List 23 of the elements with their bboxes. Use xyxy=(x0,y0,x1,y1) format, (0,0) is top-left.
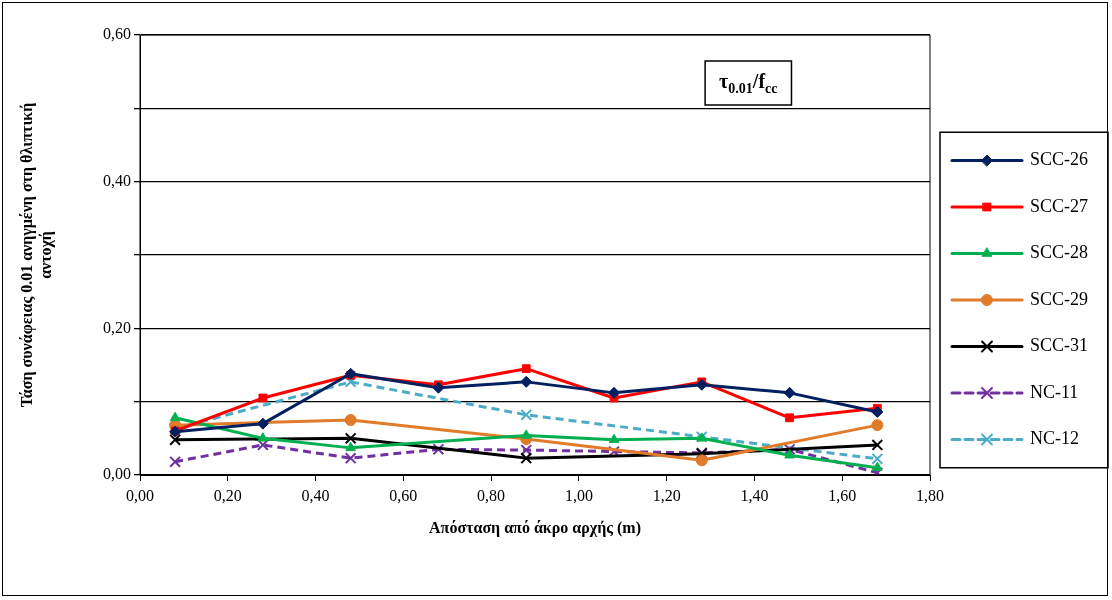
x-tick-label: 0,40 xyxy=(301,486,330,504)
legend-label: SCC-31 xyxy=(1030,335,1089,356)
x-tick-label: 1,00 xyxy=(564,486,593,504)
x-tick-label: 1,20 xyxy=(652,486,681,504)
x-tick-label: 0,20 xyxy=(213,486,242,504)
x-tick-label: 1,80 xyxy=(916,486,944,504)
y-tick-label: 0,00 xyxy=(103,465,131,483)
x-tick-label: 0,00 xyxy=(126,486,154,504)
legend-label: SCC-27 xyxy=(1030,195,1089,216)
y-tick-label: 0,20 xyxy=(103,318,131,336)
x-tick-label: 1,40 xyxy=(740,486,769,504)
x-tick-label: 1,60 xyxy=(828,486,857,504)
legend-label: NC-12 xyxy=(1030,428,1079,449)
legend-label: NC-11 xyxy=(1030,381,1079,402)
legend-label: SCC-28 xyxy=(1030,242,1089,263)
y-axis-title: Τάση συνάφειας 0.01 ανηγμένη στη θλιπτική αντοχή xyxy=(17,102,55,408)
legend-label: SCC-26 xyxy=(1030,149,1089,170)
x-tick-label: 0,80 xyxy=(477,486,506,504)
y-tick-label: 0,60 xyxy=(103,25,131,43)
legend-label: SCC-29 xyxy=(1030,288,1089,309)
x-axis-title: Απόσταση από άκρο αρχής (m) xyxy=(429,518,641,537)
x-tick-label: 0,60 xyxy=(389,486,418,504)
y-tick-label: 0,40 xyxy=(103,171,131,189)
